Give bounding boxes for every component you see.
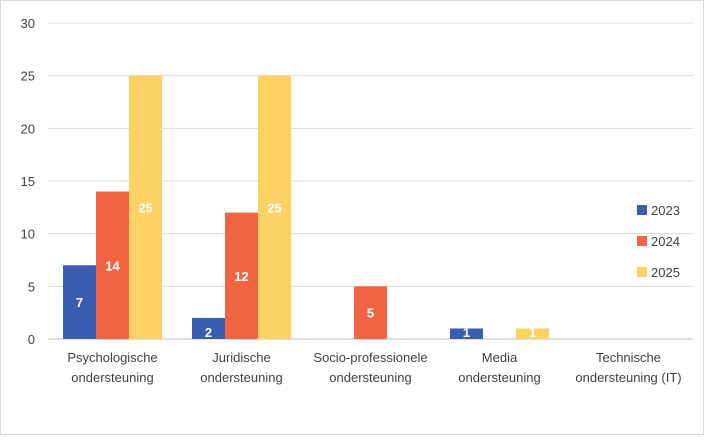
y-tick-label-5: 5 — [28, 279, 35, 294]
legend-label-2023: 2023 — [651, 203, 680, 218]
y-tick-label-0: 0 — [28, 332, 35, 347]
data-label-2023-cat0: 7 — [76, 295, 83, 310]
category-label-3-line0: Media — [482, 350, 518, 365]
legend-swatch-2025 — [637, 267, 647, 277]
bar-2024-cat0 — [96, 191, 129, 339]
category-label-1-line0: Juridische — [212, 350, 271, 365]
bar-2025-cat1 — [258, 75, 291, 340]
bar-2025-cat3 — [516, 328, 549, 339]
y-tick-label-30: 30 — [21, 16, 35, 31]
bar-2023-cat3 — [450, 328, 483, 339]
y-tick-label-10: 10 — [21, 227, 35, 242]
y-tick-label-25: 25 — [21, 69, 35, 84]
data-label-2024-cat1: 12 — [234, 269, 248, 284]
bar-2025-cat0 — [129, 75, 162, 340]
category-label-4-line0: Technische — [596, 350, 661, 365]
data-label-2023-cat1: 2 — [205, 325, 212, 340]
data-label-2025-cat3: 1 — [529, 325, 536, 340]
y-tick-label-15: 15 — [21, 174, 35, 189]
bar-2024-cat1 — [225, 212, 258, 339]
data-label-2023-cat3: 1 — [463, 325, 470, 340]
data-label-2025-cat1: 25 — [267, 200, 281, 215]
bar-2023-cat1 — [192, 317, 225, 339]
bar-2023-cat0 — [63, 265, 96, 339]
data-label-2025-cat0: 25 — [138, 200, 152, 215]
category-label-0-line0: Psychologische — [67, 350, 157, 365]
data-label-2024-cat0: 14 — [105, 258, 120, 273]
legend-swatch-2023 — [637, 205, 647, 215]
y-tick-label-20: 20 — [21, 121, 35, 136]
category-label-3-line1: ondersteuning — [458, 370, 540, 385]
category-label-2-line1: ondersteuning — [329, 370, 411, 385]
category-label-4-line1: ondersteuning (IT) — [575, 370, 681, 385]
category-label-2-line0: Socio-professionele — [313, 350, 427, 365]
bar-2024-cat2 — [354, 286, 387, 339]
data-label-2024-cat2: 5 — [367, 306, 374, 321]
category-label-1-line1: ondersteuning — [200, 370, 282, 385]
legend-swatch-2024 — [637, 236, 647, 246]
legend-label-2024: 2024 — [651, 234, 680, 249]
legend-label-2025: 2025 — [651, 265, 680, 280]
category-label-0-line1: ondersteuning — [71, 370, 153, 385]
